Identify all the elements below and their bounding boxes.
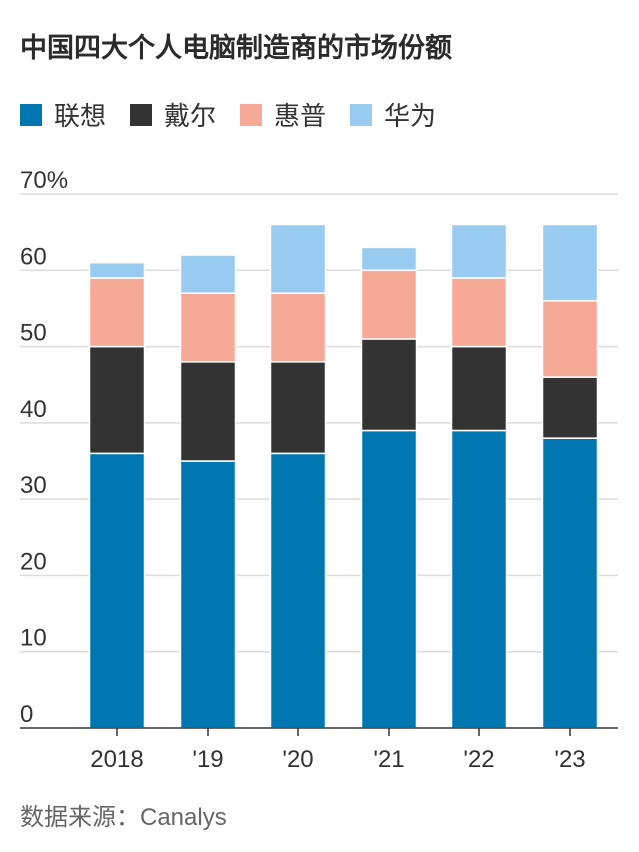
stacked-bar-chart: 0 10 20 30 40 50 60 70% 2018 '19 '20 '21 '22 '23 xyxy=(20,167,618,773)
x-tick-label: 2018 xyxy=(90,746,143,773)
legend-label-hp: 惠普 xyxy=(274,101,327,131)
bar-segment xyxy=(88,345,146,455)
legend-label-dell: 戴尔 xyxy=(164,101,217,131)
bar-segment xyxy=(360,338,418,432)
x-axis xyxy=(20,727,618,736)
legend-swatch-hp xyxy=(240,103,263,126)
legend-item-huawei: 华为 xyxy=(350,96,436,133)
y-tick-label: 20 xyxy=(20,548,47,575)
bar-segment xyxy=(179,254,237,294)
bar-segment xyxy=(541,300,599,378)
bar-segment xyxy=(179,361,237,462)
y-tick-label: 50 xyxy=(20,320,47,347)
y-tick-label: 60 xyxy=(20,243,47,270)
x-tick-label: '21 xyxy=(373,746,404,773)
x-tick-label: '20 xyxy=(282,746,313,773)
y-tick-labels: 0 10 20 30 40 50 60 70% xyxy=(20,167,68,728)
chart-title: 中国四大个人电脑制造商的市场份额 xyxy=(20,33,452,63)
bar-segment xyxy=(88,452,146,729)
bar-segment xyxy=(541,437,599,729)
bar-segment xyxy=(450,223,508,279)
bar-segment xyxy=(360,269,418,340)
x-tick-label: '19 xyxy=(192,746,223,773)
legend-label-lenovo: 联想 xyxy=(54,101,107,131)
bar-segment xyxy=(269,361,327,455)
legend-item-lenovo: 联想 xyxy=(20,96,106,133)
legend-swatch-huawei xyxy=(350,103,373,126)
y-tick-label: 0 xyxy=(20,701,33,728)
bar-segment xyxy=(360,246,418,272)
bar-segment xyxy=(179,292,237,363)
y-tick-label: 10 xyxy=(20,625,47,652)
bar-segment xyxy=(88,277,146,348)
bar-segment xyxy=(360,429,418,729)
source-note: 数据来源：Canalys xyxy=(20,804,227,831)
bar-segment xyxy=(541,376,599,439)
bar-segment xyxy=(269,452,327,729)
y-tick-label: 40 xyxy=(20,396,47,423)
legend-swatch-lenovo xyxy=(20,103,42,126)
bar-segment xyxy=(450,345,508,432)
legend-label-huawei: 华为 xyxy=(384,101,437,131)
y-tick-label: 30 xyxy=(20,472,47,499)
x-tick-label: '22 xyxy=(463,746,494,773)
x-tick-label: '23 xyxy=(554,746,585,773)
legend-swatch-dell xyxy=(130,103,153,126)
bar-segment xyxy=(450,277,508,348)
bar-segment xyxy=(269,223,327,294)
y-tick-label: 70% xyxy=(20,167,68,194)
x-tick-labels: 2018 '19 '20 '21 '22 '23 xyxy=(90,746,585,773)
bars xyxy=(88,223,599,729)
bar-segment xyxy=(179,460,237,729)
bar-segment xyxy=(269,292,327,363)
bar-segment xyxy=(450,429,508,729)
bar-segment xyxy=(541,223,599,302)
bar-segment xyxy=(88,261,146,279)
legend-item-dell: 戴尔 xyxy=(130,96,216,133)
legend-item-hp: 惠普 xyxy=(240,96,326,133)
legend: 联想 戴尔 惠普 华为 xyxy=(20,96,460,133)
